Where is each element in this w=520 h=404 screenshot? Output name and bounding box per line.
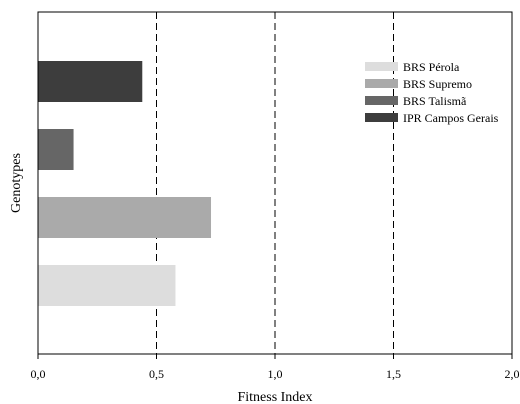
- legend-swatch: [365, 62, 398, 71]
- x-tick-label: 1,0: [268, 367, 283, 381]
- bar: [38, 129, 74, 170]
- x-tick-label: 0,0: [31, 367, 46, 381]
- x-ticks: 0,0 0,5 1,0 1,5 2,0: [31, 354, 520, 381]
- bar: [38, 61, 143, 102]
- bars: [38, 61, 212, 306]
- y-axis-title: Genotypes: [9, 153, 24, 213]
- legend-swatch: [365, 113, 398, 122]
- x-tick-label: 2,0: [505, 367, 520, 381]
- legend-swatch: [365, 79, 398, 88]
- legend-label: BRS Supremo: [403, 77, 472, 91]
- legend-label: IPR Campos Gerais: [403, 111, 499, 125]
- x-tick-label: 1,5: [386, 367, 401, 381]
- reference-lines: [156, 12, 394, 354]
- legend: BRS Pérola BRS Supremo BRS Talismã IPR Camp…: [365, 60, 499, 125]
- legend-swatch: [365, 96, 398, 105]
- legend-label: BRS Pérola: [403, 60, 460, 74]
- x-tick-label: 0,5: [149, 367, 164, 381]
- bar: [38, 265, 176, 306]
- legend-label: BRS Talismã: [403, 94, 467, 108]
- x-axis-title: Fitness Index: [237, 390, 312, 404]
- bar: [38, 197, 212, 238]
